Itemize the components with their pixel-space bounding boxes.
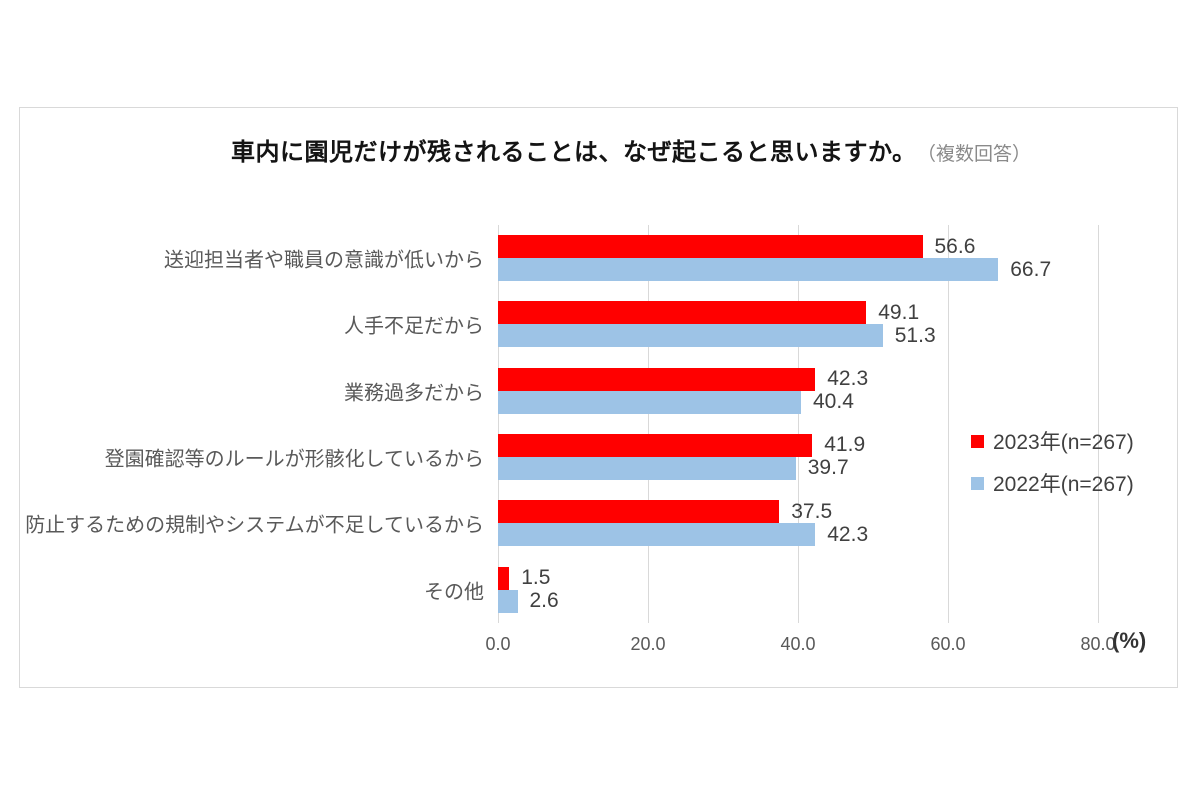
plot-area: 送迎担当者や職員の意識が低いから 56.6 66.7 人手不足だから 49.1 51.3 業… <box>25 225 1146 654</box>
bar-line: 37.5 <box>498 499 1098 524</box>
bar-line: 42.3 <box>498 367 1098 391</box>
bar-2023 <box>498 500 780 524</box>
value-label: 51.3 <box>894 323 936 347</box>
value-label: 49.1 <box>878 300 920 324</box>
bar-line: 49.1 <box>498 300 1098 325</box>
legend-item: 2022年(n=267) <box>971 468 1134 498</box>
bar-2022 <box>498 456 796 480</box>
bar-line: 40.4 <box>498 390 1098 414</box>
bar-2022 <box>498 324 883 348</box>
value-label: 56.6 <box>934 234 976 258</box>
gridline <box>648 225 649 623</box>
x-tick-label: 40.0 <box>780 634 816 654</box>
gridline <box>1098 225 1099 623</box>
gridline <box>798 225 799 623</box>
bar-2023 <box>498 235 923 258</box>
x-tick-label: 80.0 <box>1080 634 1116 654</box>
value-label: 42.3 <box>827 367 869 391</box>
legend-swatch <box>971 434 984 448</box>
bar-2022 <box>498 258 999 281</box>
bars-group: 42.3 40.4 <box>498 358 1098 414</box>
bar-2023 <box>498 301 867 325</box>
value-label: 41.9 <box>824 433 866 457</box>
gridline <box>948 225 949 623</box>
legend: 2023年(n=267) 2022年(n=267) <box>971 426 1134 498</box>
category-row: 業務過多だから 42.3 40.4 <box>344 358 1098 424</box>
bar-line: 56.6 <box>498 235 1098 258</box>
bars-group: 56.6 66.7 <box>498 225 1098 281</box>
category-row: 人手不足だから 49.1 51.3 <box>344 291 1098 357</box>
legend-label: 2022年(n=267) <box>993 473 1134 496</box>
category-label: 送迎担当者や職員の意識が低いから <box>164 249 484 272</box>
x-axis: 0.0 20.0 40.0 60.0 80.0 <box>485 634 1115 658</box>
value-label: 39.7 <box>807 456 849 480</box>
category-label: 防止するための規制やシステムが不足しているから <box>25 514 484 537</box>
category-row: 防止するための規制やシステムが不足しているから 37.5 42.3 <box>25 490 1098 556</box>
category-label: 人手不足だから <box>344 315 484 338</box>
axis-unit-label: (%) <box>1112 628 1147 653</box>
bar-line: 66.7 <box>498 258 1098 281</box>
x-tick-label: 60.0 <box>930 634 966 654</box>
legend-item: 2023年(n=267) <box>971 426 1134 456</box>
legend-swatch <box>971 476 984 490</box>
bar-line: 51.3 <box>498 323 1098 348</box>
bar-2023 <box>498 566 510 590</box>
chart-title-text: 車内に園児だけが残されることは、なぜ起こると思いますか。 <box>230 139 917 166</box>
category-row: その他 1.5 2.6 <box>424 557 1098 623</box>
bars-group: 49.1 51.3 <box>498 291 1098 348</box>
value-label: 66.7 <box>1010 257 1052 281</box>
bar-2022 <box>498 523 816 547</box>
bar-line: 1.5 <box>498 566 1098 590</box>
legend-label: 2023年(n=267) <box>993 431 1134 454</box>
gridline <box>498 225 499 623</box>
x-tick-label: 20.0 <box>630 634 666 654</box>
category-row: 送迎担当者や職員の意識が低いから 56.6 66.7 <box>164 225 1098 291</box>
bar-2023 <box>498 367 816 391</box>
bar-2022 <box>498 390 801 414</box>
chart-title-note: （複数回答） <box>926 144 1032 165</box>
bar-line: 2.6 <box>498 589 1098 613</box>
value-label: 1.5 <box>521 566 551 590</box>
category-label: 登園確認等のルールが形骸化しているから <box>104 448 484 471</box>
bar-line: 42.3 <box>498 522 1098 547</box>
bar-2022 <box>498 589 518 613</box>
bar-2023 <box>498 433 813 457</box>
category-row: 登園確認等のルールが形骸化しているから 41.9 39.7 <box>105 424 1098 490</box>
chart-card: 車内に園児だけが残されることは、なぜ起こると思いますか。 （複数回答） 送迎担当者… <box>19 107 1178 688</box>
bar-line: 39.7 <box>498 456 1098 480</box>
category-label: その他 <box>424 581 484 604</box>
chart-title: 車内に園児だけが残されることは、なぜ起こると思いますか。 （複数回答） <box>20 132 1177 167</box>
value-label: 40.4 <box>813 390 854 414</box>
bar-rows: 送迎担当者や職員の意識が低いから 56.6 66.7 人手不足だから 49.1 51.3 業… <box>25 225 1098 623</box>
value-label: 37.5 <box>791 499 833 523</box>
bars-group: 1.5 2.6 <box>498 557 1098 613</box>
bars-group: 41.9 39.7 <box>498 424 1098 480</box>
value-label: 2.6 <box>529 589 559 613</box>
category-label: 業務過多だから <box>344 382 484 405</box>
bar-line: 41.9 <box>498 433 1098 457</box>
value-label: 42.3 <box>827 522 869 546</box>
bars-group: 37.5 42.3 <box>498 490 1098 547</box>
x-tick-label: 0.0 <box>485 634 511 654</box>
